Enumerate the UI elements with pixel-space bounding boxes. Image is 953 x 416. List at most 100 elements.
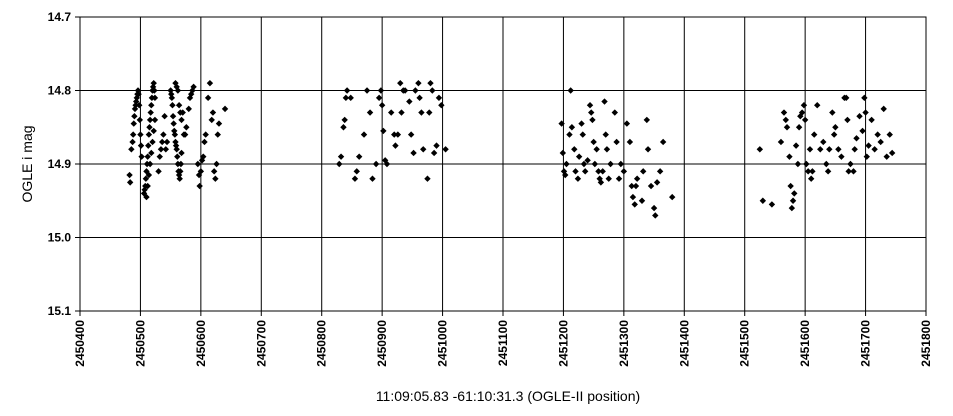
- data-point: [874, 131, 881, 138]
- data-point: [783, 124, 791, 131]
- data-point: [204, 94, 212, 102]
- data-point: [177, 160, 185, 168]
- x-tick-label: 2451000: [436, 320, 450, 367]
- data-point: [850, 168, 857, 175]
- data-point: [595, 168, 602, 175]
- data-point: [145, 171, 153, 179]
- data-point: [158, 138, 166, 146]
- data-point: [351, 175, 359, 182]
- data-point: [392, 142, 399, 149]
- data-point: [141, 186, 148, 193]
- data-point: [206, 79, 214, 87]
- data-point: [807, 175, 815, 182]
- data-point: [438, 102, 445, 109]
- data-point: [424, 175, 431, 182]
- data-point: [340, 124, 347, 131]
- data-point: [798, 109, 806, 116]
- data-point: [398, 109, 405, 116]
- data-point: [589, 116, 596, 124]
- data-point: [201, 138, 208, 146]
- data-point: [588, 109, 595, 116]
- data-point: [811, 131, 818, 138]
- data-point: [178, 116, 185, 124]
- x-tick-label: 2451500: [738, 320, 752, 367]
- data-point: [578, 120, 585, 127]
- data-point: [782, 116, 790, 124]
- data-point: [221, 105, 229, 113]
- data-point: [175, 102, 183, 109]
- data-point: [787, 182, 794, 190]
- data-point: [886, 131, 893, 138]
- data-point: [596, 175, 603, 182]
- data-point: [801, 116, 809, 124]
- data-point: [129, 131, 137, 138]
- data-point: [563, 160, 570, 168]
- data-point: [167, 87, 174, 94]
- data-point: [659, 138, 667, 146]
- data-point: [628, 182, 635, 190]
- data-point: [435, 94, 443, 102]
- data-point: [170, 120, 177, 127]
- data-point: [795, 124, 803, 131]
- data-point: [567, 87, 574, 94]
- data-point: [146, 160, 154, 168]
- data-point: [835, 146, 842, 153]
- y-axis-tick-labels: 14.7 14.8 14.9 15.0 15.1: [48, 10, 72, 318]
- data-point: [853, 135, 860, 142]
- data-point: [579, 131, 586, 138]
- data-point: [653, 179, 661, 186]
- data-point: [155, 168, 162, 175]
- data-point: [372, 160, 380, 168]
- data-point: [880, 105, 887, 113]
- data-point: [631, 201, 638, 208]
- data-point: [190, 83, 197, 91]
- data-point: [342, 94, 350, 102]
- data-point: [363, 87, 371, 94]
- data-point: [429, 87, 436, 94]
- data-point: [562, 171, 569, 179]
- data-point: [572, 168, 579, 175]
- data-point: [156, 153, 163, 160]
- data-point: [824, 168, 832, 175]
- data-point: [144, 182, 151, 190]
- data-point: [130, 120, 137, 127]
- data-point: [571, 146, 578, 153]
- data-point: [209, 109, 217, 116]
- data-point: [626, 138, 634, 146]
- data-point: [759, 197, 767, 204]
- data-point: [433, 142, 440, 149]
- data-point: [126, 171, 133, 179]
- x-tick-label: 2451400: [677, 320, 691, 367]
- data-point: [138, 153, 145, 160]
- data-point: [157, 146, 165, 153]
- data-point: [847, 160, 854, 168]
- data-point: [777, 138, 785, 146]
- data-point: [369, 175, 376, 182]
- data-point: [169, 102, 176, 109]
- data-point: [416, 94, 423, 102]
- data-point: [806, 146, 814, 153]
- data-point: [851, 146, 858, 153]
- y-tick-label: 15.0: [48, 231, 72, 245]
- data-point: [804, 168, 812, 175]
- data-point: [844, 116, 851, 124]
- data-point: [558, 120, 565, 127]
- data-point: [208, 116, 215, 124]
- data-point: [574, 175, 582, 182]
- data-point: [780, 109, 788, 116]
- data-point: [133, 94, 141, 102]
- data-point: [179, 109, 186, 116]
- data-point: [174, 153, 181, 160]
- data-point: [210, 168, 218, 175]
- data-point: [162, 146, 170, 153]
- data-point: [794, 160, 802, 168]
- data-point: [620, 168, 628, 175]
- x-axis-tick-labels: 2450400 2450500 2450600 2450700 2450800 24509…: [73, 320, 933, 367]
- y-tick-label: 14.7: [48, 10, 72, 24]
- data-point: [632, 182, 640, 190]
- data-point: [814, 102, 821, 109]
- data-point: [168, 94, 176, 102]
- data-point: [843, 94, 850, 102]
- data-point: [601, 98, 608, 105]
- x-tick-label: 2451300: [617, 320, 631, 367]
